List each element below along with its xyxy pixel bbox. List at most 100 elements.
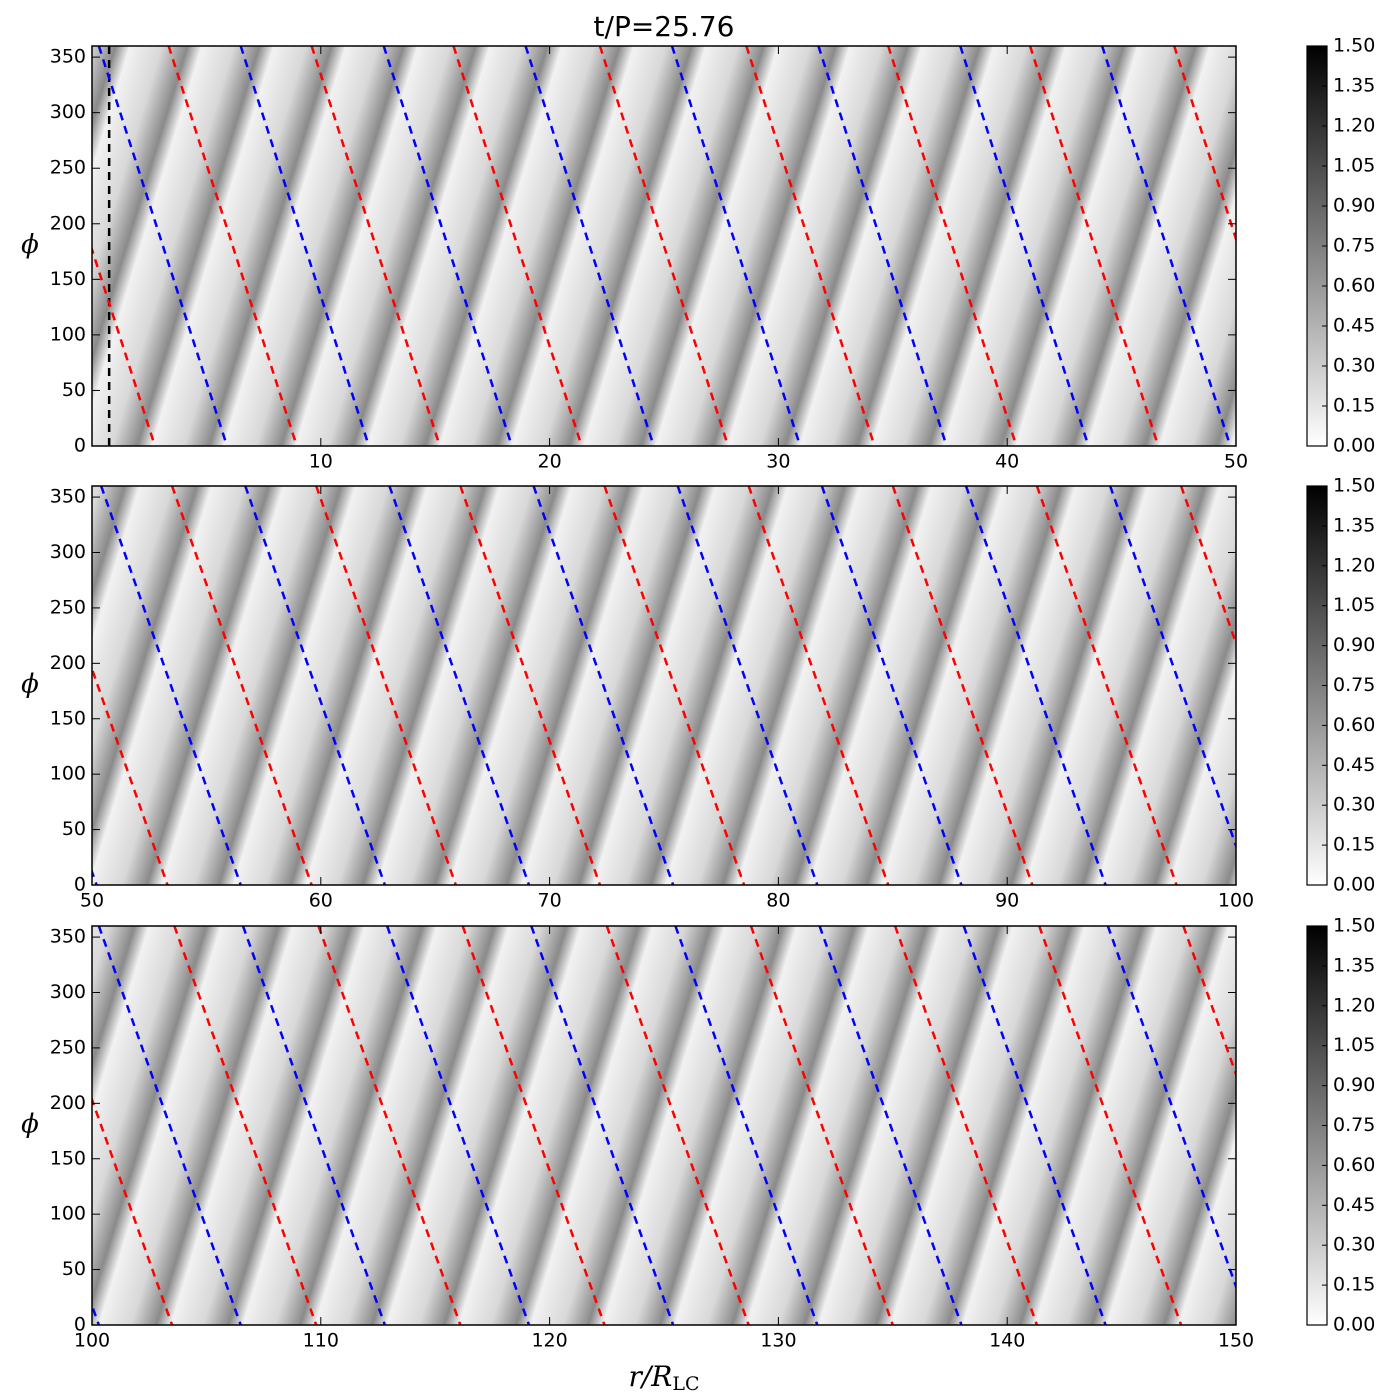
- y-tick-label: 0: [74, 435, 86, 457]
- colorbar-tick-label: 0.90: [1333, 1074, 1375, 1096]
- frame: [91, 485, 1237, 886]
- y-tick-label: 150: [50, 268, 86, 290]
- colorbar-tick-label: 1.35: [1333, 514, 1375, 536]
- dashed-line: [317, 926, 462, 1325]
- dashed-line: [167, 46, 298, 446]
- y-tick-label: 350: [50, 926, 86, 948]
- colorbar-tick-label: 1.35: [1333, 954, 1375, 976]
- dashed-line: [598, 46, 730, 446]
- dashed-line: [1038, 926, 1183, 1325]
- y-tick-label: 250: [50, 1036, 86, 1058]
- y-tick-label: 250: [50, 157, 86, 179]
- x-tick-label: 70: [538, 890, 562, 912]
- x-tick-label: 20: [538, 451, 562, 473]
- dashed-line: [674, 926, 819, 1325]
- colorbar-tick-label: 1.50: [1333, 475, 1375, 497]
- y-tick-label: 0: [74, 1314, 86, 1336]
- dashed-line: [962, 926, 1107, 1325]
- x-tick-label: 80: [766, 890, 790, 912]
- y-axis-label: ϕ: [21, 670, 39, 700]
- colorbar-tick-label: 0.75: [1333, 235, 1375, 257]
- dashed-line: [244, 486, 387, 885]
- colorbar-tick-label: 1.05: [1333, 155, 1375, 177]
- dashed-line: [97, 46, 229, 446]
- y-tick-label: 50: [62, 1258, 86, 1280]
- dashed-line: [315, 486, 457, 885]
- dashed-line: [1106, 926, 1236, 1291]
- y-tick-label: 100: [50, 323, 86, 345]
- y-tick-label: 150: [50, 1147, 86, 1169]
- x-tick-label: 60: [309, 890, 333, 912]
- frame: [91, 45, 1237, 447]
- lines: [92, 926, 1236, 1325]
- lines: [92, 46, 1236, 446]
- dashed-line: [92, 1096, 174, 1325]
- colorbar-tick-label: 1.05: [1333, 1034, 1375, 1056]
- x-tick-label: 50: [80, 890, 104, 912]
- colorbar-tick-label: 0.15: [1333, 395, 1375, 417]
- colorbar-tick-label: 1.35: [1333, 75, 1375, 97]
- x-axis-label-main: r/R: [628, 1360, 672, 1393]
- y-tick-label: 300: [50, 541, 86, 563]
- y-tick-label: 0: [74, 874, 86, 896]
- x-tick-label: 100: [1218, 890, 1254, 912]
- chart-title: t/P=25.76: [594, 10, 735, 43]
- y-tick-label: 300: [50, 981, 86, 1003]
- dashed-line: [1173, 46, 1236, 243]
- x-axis-label-sub: LC: [672, 1373, 699, 1395]
- x-tick-label: 130: [760, 1330, 796, 1352]
- colorbar-tick-label: 0.60: [1333, 1154, 1375, 1176]
- dashed-line: [893, 926, 1039, 1325]
- colorbar-tick-label: 0.45: [1333, 315, 1375, 337]
- dashed-line: [452, 46, 583, 446]
- colorbar-tick-label: 0.45: [1333, 754, 1375, 776]
- colorbar-tick-label: 1.05: [1333, 594, 1375, 616]
- colorbar-tick-label: 0.90: [1333, 195, 1375, 217]
- x-tick-label: 120: [531, 1330, 567, 1352]
- x-tick-label: 90: [995, 890, 1019, 912]
- dashed-line: [310, 46, 441, 446]
- dashed-line: [820, 486, 963, 885]
- dashed-line: [1035, 486, 1178, 885]
- colorbar-tick-label: 0.60: [1333, 714, 1375, 736]
- dashed-line: [241, 926, 387, 1325]
- dashed-line: [99, 486, 242, 885]
- frame: [91, 925, 1237, 1326]
- dashed-line: [747, 486, 890, 885]
- dashed-line: [745, 46, 876, 446]
- colorbar-tick-label: 0.00: [1333, 1314, 1375, 1336]
- y-tick-label: 250: [50, 596, 86, 618]
- dashed-line: [97, 926, 242, 1325]
- x-tick-label: 30: [766, 451, 790, 473]
- x-tick-label: 50: [1224, 451, 1248, 473]
- dashed-line: [461, 926, 606, 1325]
- dashed-line: [92, 245, 157, 446]
- y-tick-label: 50: [62, 379, 86, 401]
- colorbar-tick-label: 0.15: [1333, 1274, 1375, 1296]
- dashed-line: [676, 486, 819, 885]
- colorbar-tick-label: 1.20: [1333, 115, 1375, 137]
- dashed-line: [173, 926, 318, 1325]
- dashed-line: [964, 486, 1107, 885]
- dashed-line: [92, 665, 169, 885]
- x-tick-label: 110: [303, 1330, 339, 1352]
- x-tick-label: 140: [989, 1330, 1025, 1352]
- heatmap-field: [92, 486, 1236, 885]
- dashed-line: [1028, 46, 1160, 446]
- y-tick-label: 200: [50, 1092, 86, 1114]
- dashed-line: [887, 46, 1018, 446]
- colorbar-tick-label: 0.00: [1333, 874, 1375, 896]
- dashed-line: [817, 46, 948, 446]
- dashed-line: [605, 926, 750, 1325]
- dashed-line: [239, 46, 371, 446]
- colorbar-tick-label: 0.00: [1333, 435, 1375, 457]
- dashed-line: [459, 486, 602, 885]
- dashed-line: [532, 486, 675, 885]
- x-tick-label: 100: [74, 1330, 110, 1352]
- colorbar-tick-label: 1.50: [1333, 915, 1375, 937]
- y-tick-label: 350: [50, 486, 86, 508]
- heatmap-field: [92, 926, 1236, 1325]
- colorbar-tick-label: 0.15: [1333, 834, 1375, 856]
- x-tick-label: 10: [309, 451, 333, 473]
